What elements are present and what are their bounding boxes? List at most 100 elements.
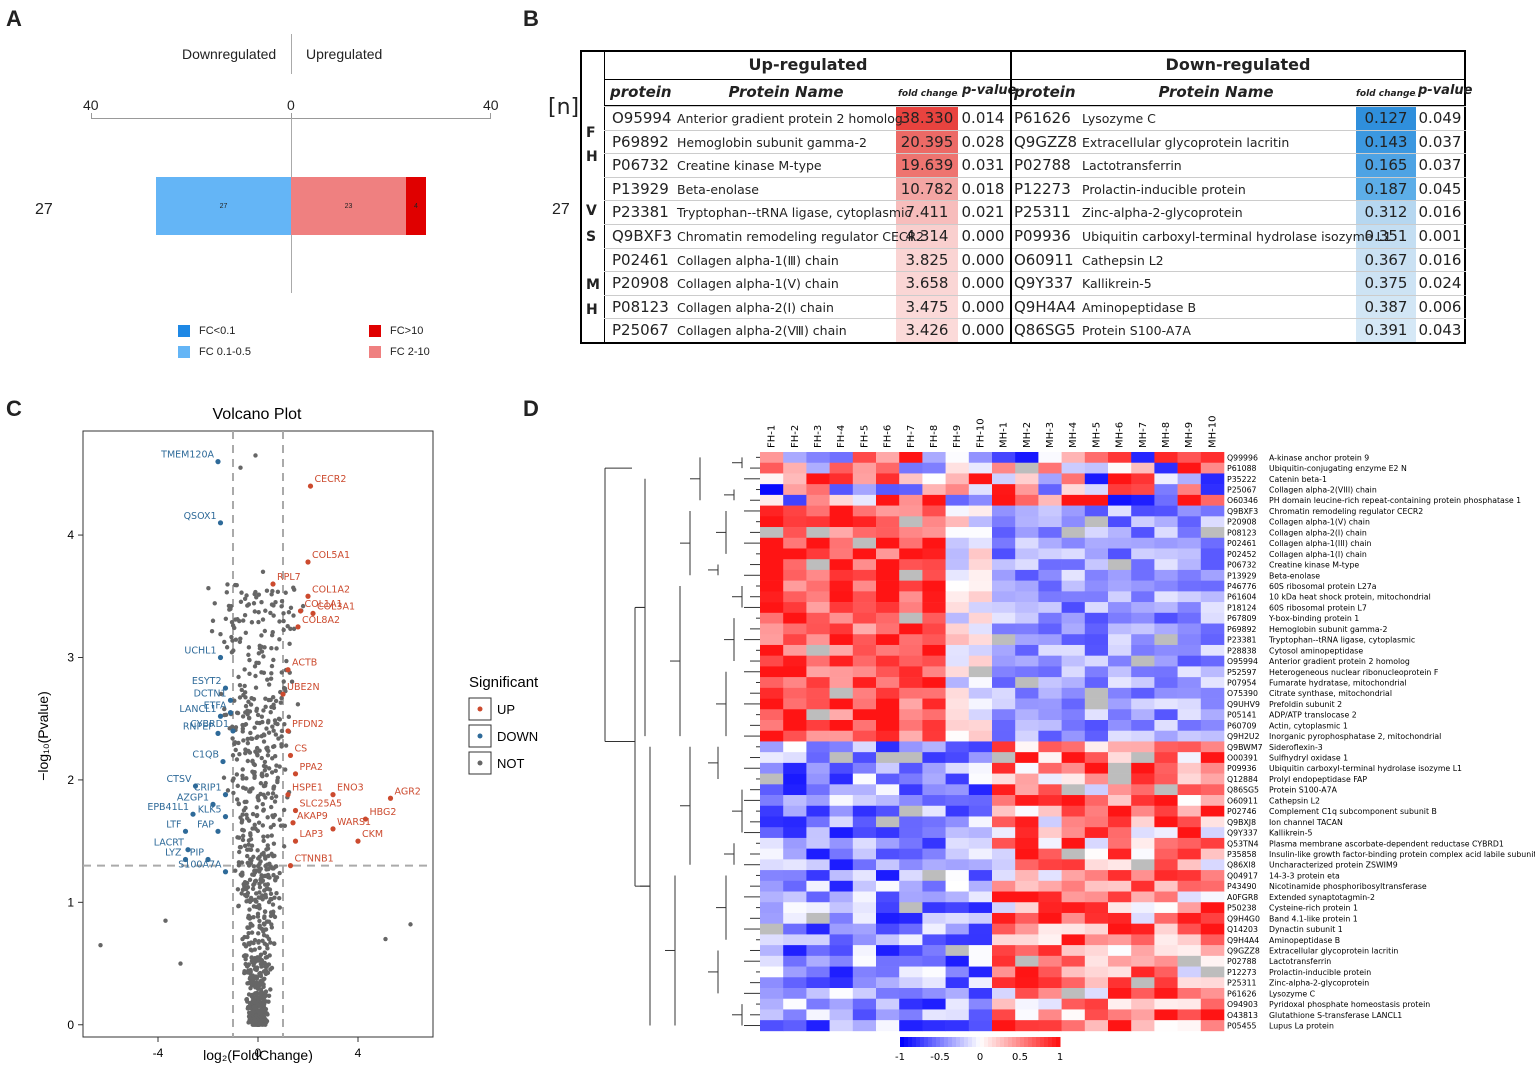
data-point bbox=[277, 619, 282, 624]
data-point bbox=[210, 618, 216, 623]
heatmap-cell bbox=[992, 880, 1016, 892]
heatmap-cell bbox=[852, 870, 877, 882]
data-point bbox=[258, 970, 263, 976]
heatmap-cell bbox=[1131, 837, 1155, 849]
heatmap-row-accession: P50238 bbox=[1227, 904, 1257, 913]
heatmap-row-name: Hemoglobin subunit gamma-2 bbox=[1269, 625, 1387, 634]
heatmap-cell bbox=[1200, 709, 1225, 721]
protein-accession: P69892 bbox=[612, 132, 669, 151]
data-point bbox=[242, 690, 248, 695]
heatmap-cell bbox=[876, 891, 900, 903]
point-label: AGR2 bbox=[395, 786, 421, 797]
colorbar-segment bbox=[992, 1037, 997, 1047]
heatmap-cell bbox=[1038, 698, 1062, 710]
heatmap-cell bbox=[968, 891, 993, 903]
data-point bbox=[261, 838, 266, 844]
heatmap-cell bbox=[1200, 462, 1225, 474]
data-point bbox=[259, 670, 264, 675]
heatmap-cell bbox=[829, 1009, 854, 1021]
heatmap-cell bbox=[968, 569, 993, 581]
heatmap-cell bbox=[1084, 1009, 1109, 1021]
heatmap-row-accession: P06732 bbox=[1227, 561, 1257, 570]
data-point bbox=[263, 1017, 268, 1022]
heatmap-cell bbox=[968, 730, 993, 742]
tick-mark bbox=[91, 113, 92, 119]
heatmap-cell bbox=[1154, 602, 1178, 614]
heatmap-cell bbox=[899, 773, 923, 785]
heatmap-cell bbox=[922, 537, 946, 549]
data-point bbox=[287, 641, 292, 647]
heatmap-cell bbox=[852, 880, 877, 892]
protein-name: Kallikrein-5 bbox=[1082, 276, 1152, 292]
heatmap-cell bbox=[1154, 795, 1178, 807]
fold-change: 3.426 bbox=[905, 321, 949, 340]
col-name-down: Protein Name bbox=[1158, 83, 1274, 101]
heatmap-cell bbox=[1154, 827, 1178, 839]
heatmap-cell bbox=[1084, 580, 1109, 592]
heatmap-cell bbox=[852, 762, 877, 774]
heatmap-cell bbox=[1177, 859, 1202, 871]
protein-name: Extracellular glycoprotein lacritin bbox=[1082, 134, 1290, 150]
heatmap-cell bbox=[992, 644, 1016, 656]
heatmap-cell bbox=[829, 1020, 854, 1032]
heatmap-cell bbox=[1131, 988, 1155, 1000]
heatmap-cell bbox=[922, 752, 946, 764]
data-point bbox=[273, 794, 279, 799]
heatmap-cell bbox=[852, 859, 877, 871]
data-point bbox=[262, 976, 267, 982]
heatmap-cell bbox=[783, 859, 807, 871]
heatmap-cell bbox=[876, 698, 900, 710]
data-point bbox=[258, 781, 264, 786]
heatmap-cell bbox=[876, 1009, 900, 1021]
heatmap-cell bbox=[1084, 955, 1109, 967]
heatmap-cell bbox=[1154, 644, 1178, 656]
data-point bbox=[256, 939, 262, 944]
heatmap-cell bbox=[1084, 666, 1109, 678]
heatmap-cell bbox=[945, 880, 970, 892]
heatmap-cell bbox=[945, 1020, 970, 1032]
heatmap-cell bbox=[806, 537, 830, 549]
heatmap-cell bbox=[829, 655, 854, 667]
heatmap-cell bbox=[1177, 548, 1202, 560]
data-point bbox=[252, 609, 257, 614]
heatmap-cell bbox=[1200, 1020, 1225, 1032]
heatmap-cell bbox=[806, 677, 830, 689]
heatmap-cell bbox=[1200, 623, 1225, 635]
data-point bbox=[229, 634, 234, 640]
heatmap-cell bbox=[945, 730, 970, 742]
heatmap-cell bbox=[1038, 934, 1062, 946]
heatmap-cell bbox=[1200, 741, 1225, 753]
row-separator bbox=[1012, 106, 1466, 107]
heatmap-cell bbox=[1154, 473, 1178, 485]
fc-shade bbox=[896, 294, 958, 319]
heatmap-cell bbox=[1061, 902, 1086, 914]
heatmap-cell bbox=[806, 709, 830, 721]
data-point bbox=[248, 702, 254, 707]
data-point bbox=[269, 592, 274, 597]
heatmap-cell bbox=[806, 837, 830, 849]
volcano-ylabel: −log₁₀(Pvalue) bbox=[35, 691, 51, 781]
heatmap-cell bbox=[1015, 462, 1039, 474]
data-point bbox=[256, 903, 262, 908]
heatmap-cell bbox=[1177, 902, 1202, 914]
heatmap-cell bbox=[876, 848, 900, 860]
heatmap-cell bbox=[1177, 494, 1202, 506]
heatmap-cell bbox=[922, 484, 946, 496]
heatmap-cell bbox=[852, 569, 877, 581]
heatmap-cell bbox=[876, 484, 900, 496]
heatmap-cell bbox=[1154, 484, 1178, 496]
heatmap-cell bbox=[992, 891, 1016, 903]
heatmap-row-accession: Q9UHV9 bbox=[1227, 700, 1260, 709]
data-point bbox=[249, 958, 255, 964]
significant-point bbox=[362, 816, 369, 822]
heatmap-cell bbox=[899, 720, 923, 732]
heatmap-cell bbox=[806, 569, 830, 581]
heatmap-row-accession: P35222 bbox=[1227, 475, 1257, 484]
protein-accession: O60911 bbox=[1014, 250, 1074, 269]
heatmap-cell bbox=[852, 484, 877, 496]
heatmap-cell bbox=[806, 923, 830, 935]
heatmap-cell bbox=[992, 870, 1016, 882]
colorbar-segment bbox=[924, 1037, 929, 1047]
heatmap-row-accession: P05455 bbox=[1227, 1022, 1257, 1031]
heatmap-cell bbox=[1131, 516, 1155, 528]
